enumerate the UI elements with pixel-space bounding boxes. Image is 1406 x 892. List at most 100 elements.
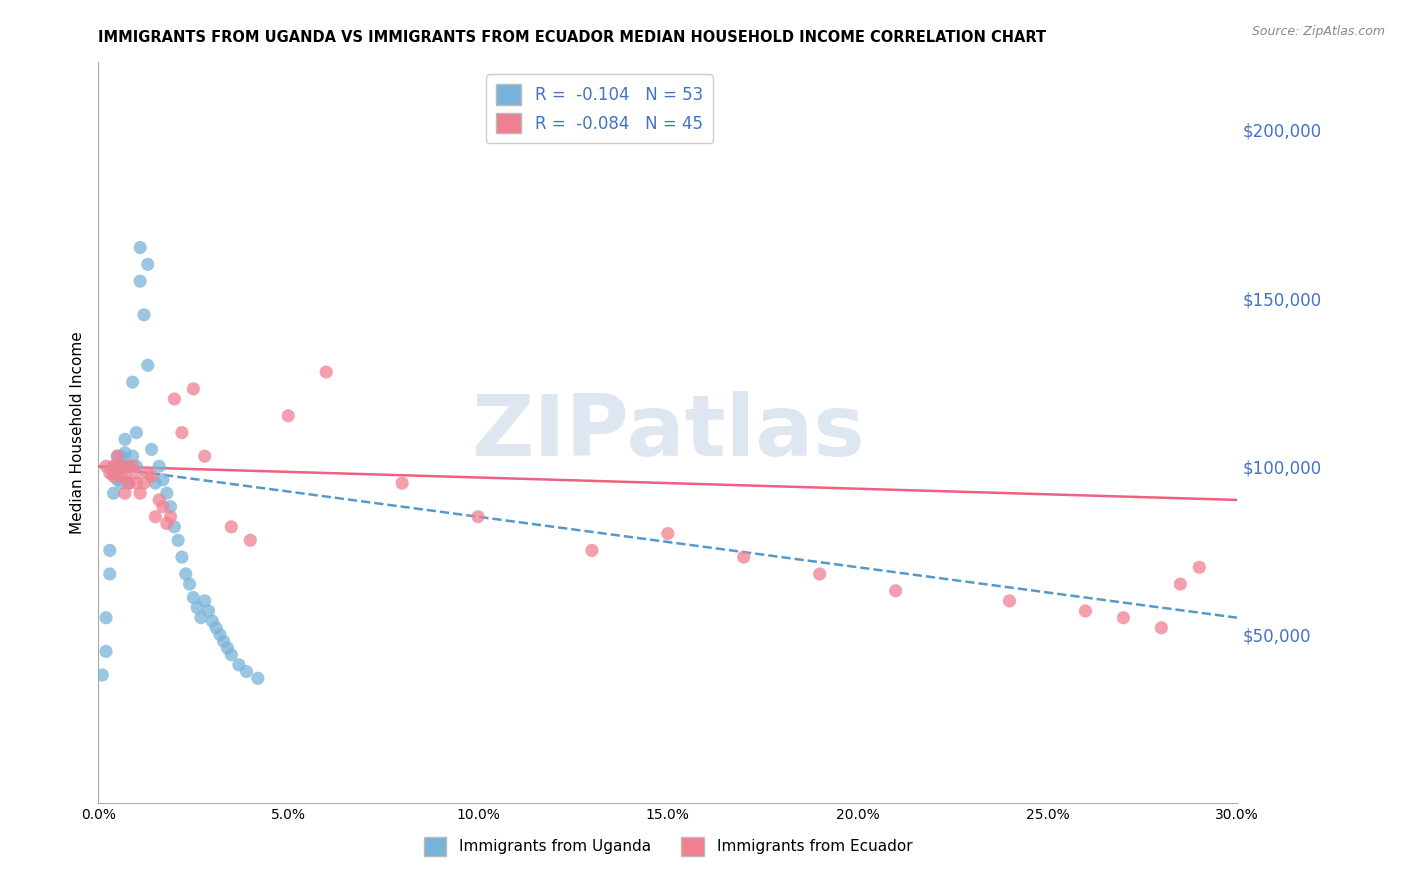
Text: IMMIGRANTS FROM UGANDA VS IMMIGRANTS FROM ECUADOR MEDIAN HOUSEHOLD INCOME CORREL: IMMIGRANTS FROM UGANDA VS IMMIGRANTS FRO… <box>98 29 1046 45</box>
Point <box>1150 621 1173 635</box>
Point <box>194 449 217 463</box>
Point <box>107 473 129 487</box>
Point <box>733 550 755 565</box>
Point <box>132 476 155 491</box>
Point <box>1170 577 1192 591</box>
Legend: Immigrants from Uganda, Immigrants from Ecuador: Immigrants from Uganda, Immigrants from … <box>418 831 918 862</box>
Point <box>183 591 205 605</box>
Point <box>125 459 148 474</box>
Point <box>114 433 136 447</box>
Point <box>163 520 186 534</box>
Point <box>110 469 132 483</box>
Point <box>156 486 179 500</box>
Point <box>186 600 208 615</box>
Point <box>163 392 186 406</box>
Point <box>315 365 337 379</box>
Point <box>1188 560 1211 574</box>
Point <box>107 459 129 474</box>
Point <box>94 610 117 624</box>
Point <box>246 671 269 685</box>
Point <box>110 449 132 463</box>
Point <box>132 308 155 322</box>
Point <box>141 469 163 483</box>
Text: ZIPatlas: ZIPatlas <box>471 391 865 475</box>
Point <box>1074 604 1097 618</box>
Point <box>884 583 907 598</box>
Point <box>98 466 121 480</box>
Point <box>103 459 125 474</box>
Point <box>118 459 141 474</box>
Point <box>91 668 114 682</box>
Point <box>212 634 235 648</box>
Point <box>110 459 132 474</box>
Point <box>221 520 243 534</box>
Point <box>103 486 125 500</box>
Point <box>121 375 143 389</box>
Point <box>391 476 413 491</box>
Point <box>197 604 219 618</box>
Point <box>118 476 141 491</box>
Point <box>228 657 250 672</box>
Point <box>107 459 129 474</box>
Point <box>121 449 143 463</box>
Point <box>190 610 212 624</box>
Point <box>121 459 143 474</box>
Point <box>136 257 159 271</box>
Point <box>114 469 136 483</box>
Point <box>114 459 136 474</box>
Point <box>94 644 117 658</box>
Point <box>136 466 159 480</box>
Point <box>107 449 129 463</box>
Point <box>110 459 132 474</box>
Point <box>103 469 125 483</box>
Point <box>110 476 132 491</box>
Point <box>467 509 489 524</box>
Point <box>235 665 257 679</box>
Point <box>657 526 679 541</box>
Point <box>141 442 163 457</box>
Point <box>581 543 603 558</box>
Point <box>98 543 121 558</box>
Point <box>125 466 148 480</box>
Point <box>174 566 197 581</box>
Point <box>194 594 217 608</box>
Point <box>129 486 152 500</box>
Point <box>103 466 125 480</box>
Point <box>277 409 299 423</box>
Point <box>170 425 193 440</box>
Point <box>159 500 181 514</box>
Point <box>114 486 136 500</box>
Point <box>125 476 148 491</box>
Point <box>129 240 152 255</box>
Point <box>148 459 170 474</box>
Point <box>103 459 125 474</box>
Point <box>167 533 190 548</box>
Point <box>136 359 159 373</box>
Y-axis label: Median Household Income: Median Household Income <box>69 331 84 534</box>
Point <box>107 449 129 463</box>
Point <box>205 621 228 635</box>
Point <box>118 459 141 474</box>
Point <box>808 566 831 581</box>
Point <box>201 614 224 628</box>
Point <box>125 425 148 440</box>
Point <box>152 473 174 487</box>
Point <box>114 446 136 460</box>
Point <box>239 533 262 548</box>
Point <box>183 382 205 396</box>
Point <box>217 640 239 655</box>
Point <box>145 476 167 491</box>
Point <box>148 492 170 507</box>
Point <box>94 459 117 474</box>
Text: Source: ZipAtlas.com: Source: ZipAtlas.com <box>1251 25 1385 38</box>
Point <box>159 509 181 524</box>
Point <box>145 509 167 524</box>
Point <box>152 500 174 514</box>
Point <box>998 594 1021 608</box>
Point <box>179 577 201 591</box>
Point <box>221 648 243 662</box>
Point <box>129 274 152 288</box>
Point <box>208 627 231 641</box>
Point <box>170 550 193 565</box>
Point <box>1112 610 1135 624</box>
